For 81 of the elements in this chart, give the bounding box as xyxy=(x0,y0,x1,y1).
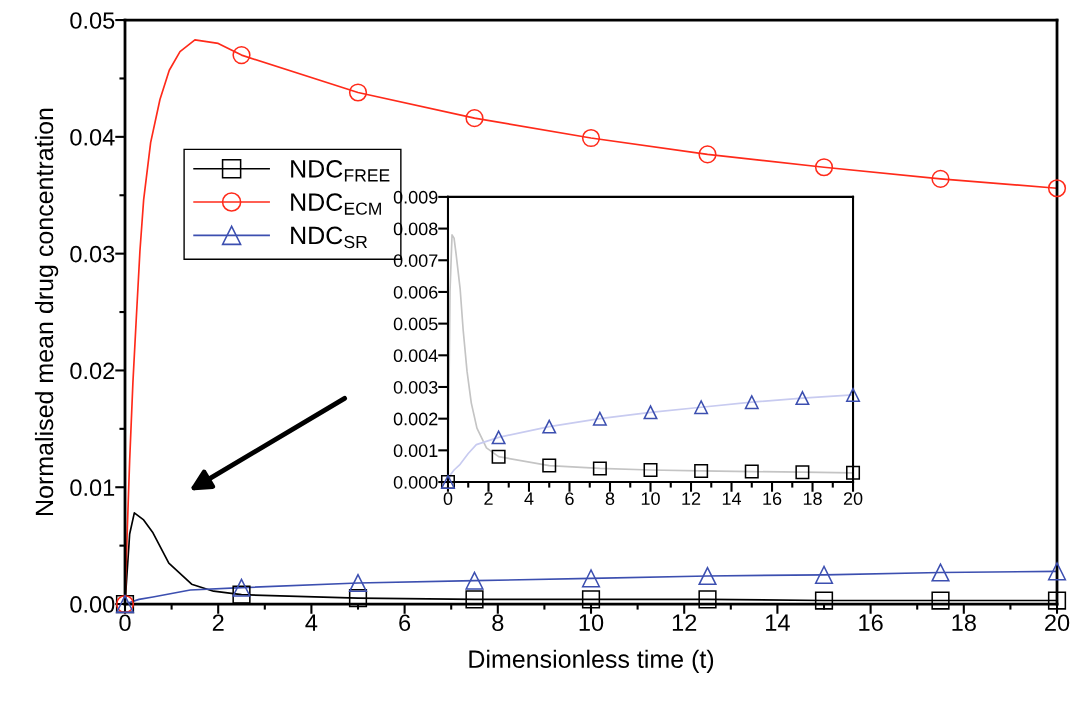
x-tick-label: 8 xyxy=(492,614,504,632)
x-tick-label: 12 xyxy=(682,492,701,505)
point xyxy=(931,591,950,610)
point xyxy=(1047,562,1067,581)
point xyxy=(348,573,368,593)
point xyxy=(465,571,484,590)
y-tick-label: 0.006 xyxy=(393,285,438,299)
point xyxy=(814,591,834,610)
point xyxy=(795,465,810,480)
point xyxy=(931,563,950,582)
point xyxy=(592,461,607,476)
point xyxy=(814,158,834,177)
x-tick-label: 14 xyxy=(722,492,742,505)
x-tick-label: 16 xyxy=(859,614,883,632)
point xyxy=(694,400,709,415)
point xyxy=(465,109,484,128)
point xyxy=(232,585,251,604)
y-tick-label: 0.003 xyxy=(393,380,438,394)
point xyxy=(581,590,601,609)
point xyxy=(694,463,709,478)
point xyxy=(232,46,251,65)
point xyxy=(491,430,506,445)
point xyxy=(491,449,506,464)
y-tick-label: 0.001 xyxy=(393,444,438,458)
point xyxy=(348,589,368,608)
point xyxy=(744,395,759,410)
legend-label: NDC$_{FREE}$ xyxy=(291,159,390,182)
point xyxy=(698,566,717,586)
x-tick-label: 18 xyxy=(803,492,822,506)
point xyxy=(643,462,658,478)
point xyxy=(795,391,810,406)
x-tick-label: 4 xyxy=(305,614,318,631)
x-tick-label: 20 xyxy=(1045,614,1070,632)
point xyxy=(542,458,557,473)
x-tick-label: 6 xyxy=(565,492,574,506)
x-tick-label: 2 xyxy=(484,492,493,505)
point xyxy=(581,128,601,148)
y-tick-label: 0.002 xyxy=(393,412,438,426)
point xyxy=(581,569,601,588)
point xyxy=(814,565,834,584)
point xyxy=(698,590,717,609)
x-axis-title: Dimensionless time (t) xyxy=(469,649,714,673)
point xyxy=(931,169,950,189)
y-axis-title: Normalised mean drug concentration xyxy=(34,108,59,515)
y-tick-label: 0.000 xyxy=(393,475,438,489)
point xyxy=(232,578,251,597)
y-tick-label: 0.03 xyxy=(70,245,115,263)
x-tick-label: 14 xyxy=(766,614,790,631)
point xyxy=(348,83,368,102)
x-tick-label: 8 xyxy=(605,492,615,506)
y-tick-label: 0.01 xyxy=(70,479,115,497)
legend-label: NDC$_{SR}$ xyxy=(291,226,367,249)
y-tick-label: 0.00 xyxy=(70,596,115,613)
x-tick-label: 0 xyxy=(443,492,453,506)
x-tick-label: 18 xyxy=(952,614,976,632)
point xyxy=(465,590,484,609)
point xyxy=(542,419,557,434)
y-tick-label: 0.004 xyxy=(393,349,438,363)
x-tick-label: 6 xyxy=(399,614,411,632)
point xyxy=(1047,179,1067,198)
point xyxy=(592,411,607,426)
y-tick-label: 0.05 xyxy=(70,12,115,29)
x-tick-label: 16 xyxy=(763,492,782,506)
legend-label: NDC$_{ECM}$ xyxy=(291,193,381,215)
x-tick-label: 4 xyxy=(524,492,534,505)
point xyxy=(744,464,759,479)
y-tick-label: 0.005 xyxy=(393,317,438,331)
x-tick-label: 10 xyxy=(579,614,604,632)
point xyxy=(1047,591,1067,610)
point xyxy=(846,465,861,480)
point xyxy=(698,145,717,164)
x-tick-label: 10 xyxy=(641,492,660,506)
point xyxy=(846,387,861,402)
point xyxy=(643,405,658,420)
x-tick-label: 20 xyxy=(843,492,863,506)
x-tick-label: 12 xyxy=(672,614,697,631)
y-tick-label: 0.02 xyxy=(70,362,115,380)
y-tick-label: 0.04 xyxy=(70,128,115,146)
y-tick-label: 0.007 xyxy=(393,254,438,267)
x-tick-label: 2 xyxy=(212,614,224,631)
x-tick-label: 0 xyxy=(119,614,131,632)
